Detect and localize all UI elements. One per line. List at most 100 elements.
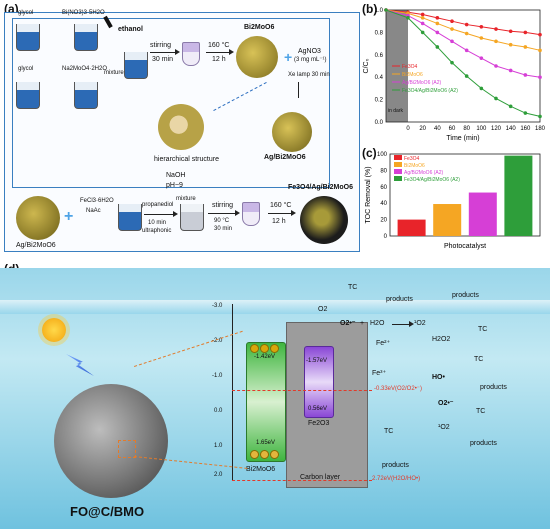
arrow-3 <box>144 211 178 217</box>
time-label-2: 30 min <box>214 226 233 232</box>
h2o2-label: H2O2 <box>432 336 451 343</box>
arrow-5 <box>268 210 296 216</box>
beaker-mixture-2 <box>180 204 204 231</box>
redox1-label: -0.33eV(O2/O2•⁻) <box>374 386 422 392</box>
naac-label: NaAc <box>86 208 101 214</box>
ag-bmo-label: Ag/Bi2MoO6 <box>264 154 306 161</box>
series-point-b <box>508 42 513 47</box>
panel-c-label: (c) <box>362 146 377 160</box>
xtick-b: 20 <box>419 126 426 132</box>
series-point-b <box>384 8 388 12</box>
bi-salt-label: Bi(NO3)3·5H2O <box>62 10 105 16</box>
ethanol-label: ethanol <box>118 26 143 33</box>
products5-label: products <box>382 462 409 469</box>
series-point-b <box>494 39 498 44</box>
autoclave-tube-2 <box>242 202 260 226</box>
bmo-cb-label: -1.42eV <box>254 354 276 360</box>
legend-swatch-c <box>394 162 402 167</box>
mixture-label-2: mixture <box>176 196 196 202</box>
mixture-label-1: mixture <box>104 70 124 76</box>
tc4-label: TC <box>476 408 486 415</box>
electron-2 <box>260 344 269 353</box>
axis-tick-5: 2.0 <box>214 472 223 478</box>
series-point-b <box>523 30 528 35</box>
beaker-mixture-1 <box>124 52 148 79</box>
xtick-b: 180 <box>535 126 546 132</box>
singlet1-label: ¹O2 <box>414 320 426 327</box>
fecl3-label: FeCl3·6H2O <box>80 198 114 204</box>
fe2-label: Fe²⁺ <box>376 340 391 347</box>
tc1-label: TC <box>348 284 358 291</box>
legend-label-c: Fe3O4/Ag/Bi2MoO6 (A2) <box>404 177 460 183</box>
series-point-b <box>406 16 410 20</box>
bmo-band <box>246 342 286 462</box>
panel-a-inner-frame <box>12 18 330 188</box>
agno3-label: AgNO3 <box>298 48 321 55</box>
temp-label-1: 160 °C <box>208 42 230 49</box>
redox2-label: 2.72eV(H2O/HO•) <box>372 476 421 482</box>
ytick-b: 0.6 <box>375 53 384 59</box>
beaker-bi-salt <box>74 24 98 51</box>
arrow-2 <box>206 49 234 55</box>
time-12h-label-2: 12 h <box>272 218 286 225</box>
stirring-label-1: stirring <box>150 42 172 49</box>
ytick-c: 60 <box>380 185 387 191</box>
sup2-label: O2•⁻ <box>438 400 454 407</box>
ytick-b: 0.8 <box>375 30 384 36</box>
series-point-b <box>435 21 440 26</box>
glycol-label-2: glycol <box>18 66 34 72</box>
series-point-b <box>420 16 425 20</box>
axis-tick-4: 1.0 <box>214 443 223 449</box>
material-label: FO@C/BMO <box>70 504 145 519</box>
series-point-b <box>538 48 542 53</box>
axis-tick-0: -3.0 <box>212 303 223 309</box>
temp-label-2: 160 °C <box>270 202 292 209</box>
series-point-b <box>508 68 513 73</box>
temp-90-label: 90 °C <box>214 218 230 224</box>
arrow-d1 <box>392 321 414 327</box>
series-point-b <box>464 48 469 53</box>
ag-bmo-bottom-sphere <box>16 196 60 240</box>
energy-axis-line <box>232 304 233 480</box>
xtick-b: 60 <box>449 126 456 132</box>
beaker-glycol-1 <box>16 24 40 51</box>
ytick-b: 0.0 <box>375 120 384 126</box>
time-12h-label-1: 12 h <box>212 56 226 63</box>
products4-label: products <box>470 440 497 447</box>
legend-label-b: Fe3O4/Ag/Bi2MoO6 (A2) <box>402 88 458 94</box>
series-point-b <box>450 60 454 65</box>
water-surface <box>0 300 550 314</box>
zoom-box <box>118 440 136 458</box>
xtick-b: 80 <box>463 126 470 132</box>
arrow-4 <box>208 210 240 216</box>
arrow-down-1 <box>298 82 299 98</box>
hierarchical-sphere <box>158 104 204 150</box>
xtick-b: 160 <box>520 126 531 132</box>
legend-swatch-c <box>394 169 402 174</box>
fe2o3-band <box>304 346 334 418</box>
singlet2-label: ¹O2 <box>438 424 450 431</box>
xtick-b: 140 <box>506 126 517 132</box>
series-point-b <box>494 96 498 101</box>
fe2o3-vb-label: 0.56eV <box>308 406 328 412</box>
legend-label-b: Bi2MoO6 <box>402 72 423 78</box>
o2-label: O2 <box>318 306 328 313</box>
xtick-b: 0 <box>406 126 410 132</box>
ylabel-c: TOC Removal (%) <box>365 166 372 223</box>
autoclave-tube-1 <box>182 42 200 66</box>
tc3-label: TC <box>474 356 484 363</box>
fo-c-bmo-sphere <box>54 384 168 498</box>
ultra-label: ultraphonic <box>142 228 172 234</box>
series-point-b <box>450 39 454 44</box>
carbon-label: Carbon layer <box>300 474 341 481</box>
fe3-label: Fe³⁺ <box>372 370 387 377</box>
bmo-vb-label: 1.65eV <box>256 440 276 446</box>
xtick-b: 100 <box>476 126 487 132</box>
series-point-b <box>464 31 469 36</box>
bi2moo6-sphere <box>236 36 278 78</box>
series-point-b <box>494 64 498 68</box>
product-sphere <box>300 196 348 244</box>
hole-3 <box>270 450 279 459</box>
plus-icon-2: + <box>64 208 74 225</box>
series-point-b <box>420 30 425 35</box>
